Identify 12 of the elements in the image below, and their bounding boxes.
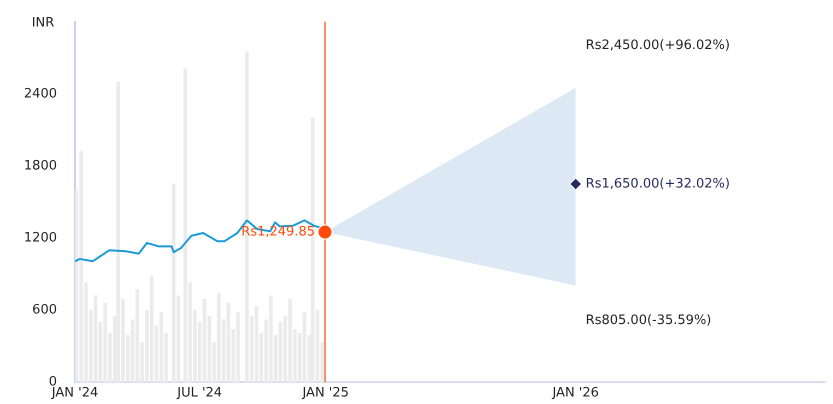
x-tick-label: JAN '25: [301, 385, 349, 400]
annotation: Rs2,450.00(+96.02%): [586, 38, 730, 54]
data-label: Rs1,249.85: [241, 224, 315, 240]
x-tick-label: JAN '26: [551, 385, 599, 400]
annotation: Rs805.00(-35.59%): [586, 312, 712, 328]
y-axis-title: INR: [32, 16, 54, 31]
y-tick-label: 1200: [24, 230, 57, 246]
y-tick-label: 600: [32, 302, 57, 318]
y-tick-label: 2400: [24, 86, 57, 102]
y-tick-label: 1800: [24, 158, 57, 174]
x-tick-label: JUL '24: [176, 385, 222, 400]
data-label: Rs1,650.00(+32.02%): [586, 176, 730, 192]
